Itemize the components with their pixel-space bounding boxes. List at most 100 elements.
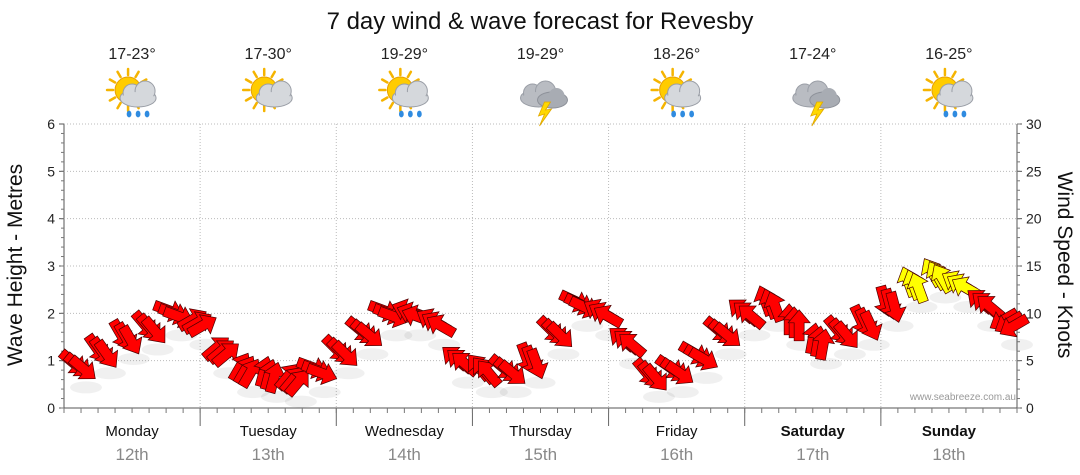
wind-arrow-shadow	[332, 367, 365, 380]
wind-arrow-shadow	[690, 371, 723, 384]
wind-arrow	[712, 321, 741, 346]
wind-arrow-shadow	[284, 395, 317, 408]
wind-arrow-shadow	[666, 386, 699, 399]
wind-arrow-shadow	[499, 386, 532, 399]
day-date-label: 13th	[252, 445, 285, 464]
wind-arrow	[67, 354, 96, 380]
wind-arrow-shadow	[404, 329, 437, 342]
left-axis-title: Wave Height - Metres	[4, 164, 27, 366]
day-date-label: 18th	[932, 445, 965, 464]
day-name-label: Friday	[656, 423, 698, 440]
wind-arrow	[263, 361, 287, 395]
wind-arrow	[811, 328, 836, 361]
wind-arrow	[211, 343, 239, 369]
wind-arrow	[859, 309, 883, 341]
partly-cloudy-rain-icon	[105, 67, 157, 118]
right-tick-label: 20	[1026, 211, 1042, 227]
wind-arrow	[497, 359, 526, 384]
left-tick-label: 5	[47, 163, 55, 179]
wind-arrow	[787, 309, 811, 342]
day-name-label: Tuesday	[240, 423, 297, 440]
wind-arrow	[593, 304, 625, 329]
partly-cloudy-icon	[241, 67, 293, 113]
wind-arrow-shadow	[1001, 338, 1033, 351]
day-headers: 17-23° 17-30° 19-29° 19-29° 18-26° 17-24° 16-2…	[105, 46, 974, 127]
wind-arrow	[354, 321, 383, 346]
day-temp-range: 17-30°	[245, 46, 292, 63]
day-name-label: Wednesday	[365, 423, 444, 440]
wind-arrow	[832, 320, 858, 348]
wind-arrow	[977, 296, 1006, 321]
wind-arrow-shadow	[475, 386, 508, 399]
wind-arrow	[478, 360, 503, 389]
wind-arrow-shadow	[70, 381, 102, 394]
day-date-label: 15th	[524, 445, 557, 464]
left-tick-label: 6	[47, 116, 55, 132]
wind-arrow-shadow	[881, 319, 914, 332]
wind-arrow	[641, 362, 667, 391]
day-temp-range: 17-23°	[108, 46, 155, 63]
right-tick-label: 0	[1026, 400, 1034, 416]
wind-arrow-shadow	[810, 357, 843, 370]
left-tick-label: 3	[47, 258, 55, 274]
credit-text: www.seabreeze.com.au	[909, 392, 1016, 403]
right-tick-label: 30	[1026, 116, 1042, 132]
right-tick-label: 15	[1026, 258, 1042, 274]
right-tick-label: 10	[1026, 305, 1042, 321]
left-tick-label: 0	[47, 400, 55, 416]
day-date-label: 14th	[388, 445, 421, 464]
left-tick-label: 2	[47, 305, 55, 321]
wind-arrow-shadow	[857, 338, 890, 351]
wind-arrow	[883, 290, 907, 323]
right-axis-title: Wind Speed - Knots	[1053, 172, 1076, 359]
chart-title: 7 day wind & wave forecast for Revesby	[327, 8, 754, 35]
wind-arrow	[619, 334, 648, 359]
day-temp-range: 16-25°	[925, 46, 972, 63]
day-temp-range: 19-29°	[381, 46, 428, 63]
wind-arrow-series	[57, 258, 1033, 408]
partly-cloudy-rain-icon	[378, 67, 429, 118]
wind-arrow-shadow	[260, 390, 293, 403]
day-name-label: Monday	[105, 423, 159, 440]
wind-arrow-shadow	[929, 291, 962, 304]
wind-arrow	[93, 338, 119, 368]
plot-area: 0 1 2 3 4 5 6 0 5 10 15 20 25 30 Monday 12th Tuesday 13th…	[47, 116, 1042, 464]
partly-cloudy-rain-icon	[922, 67, 974, 118]
right-tick-label: 5	[1026, 353, 1034, 369]
storm-icon	[520, 80, 568, 127]
wind-arrow-shadow	[547, 348, 580, 361]
wind-arrow	[426, 314, 458, 339]
wind-arrow	[545, 320, 573, 347]
wind-arrow-shadow	[451, 376, 484, 389]
day-date-label: 12th	[116, 445, 149, 464]
wind-arrow	[664, 359, 694, 385]
right-tick-label: 25	[1026, 163, 1042, 179]
left-tick-label: 4	[47, 211, 55, 227]
wind-arrow-shadow	[523, 376, 556, 389]
day-date-label: 17th	[796, 445, 829, 464]
wind-arrow-shadow	[833, 348, 866, 361]
wind-arrow	[186, 314, 217, 339]
wind-arrow-shadow	[642, 390, 675, 403]
wind-arrow-shadow	[356, 348, 389, 361]
wind-arrow	[999, 313, 1030, 338]
left-tick-label: 1	[47, 353, 55, 369]
wind-arrow	[140, 315, 166, 344]
day-date-label: 16th	[660, 445, 693, 464]
wind-arrow-shadow	[141, 343, 174, 356]
day-name-label: Saturday	[781, 423, 846, 440]
wind-arrow	[305, 362, 338, 386]
wind-arrow	[283, 369, 309, 398]
day-temp-range: 19-29°	[517, 46, 564, 63]
wind-arrow-shadow	[93, 367, 126, 380]
wind-arrow-shadow	[738, 329, 771, 342]
wind-arrow	[906, 272, 929, 305]
wind-arrow-shadow	[308, 386, 341, 399]
partly-cloudy-rain-icon	[650, 67, 702, 118]
storm-icon	[792, 80, 841, 127]
day-temp-range: 17-24°	[789, 46, 836, 63]
wind-arrow	[738, 305, 767, 331]
day-temp-range: 18-26°	[653, 46, 700, 63]
wind-arrow-shadow	[237, 386, 270, 399]
